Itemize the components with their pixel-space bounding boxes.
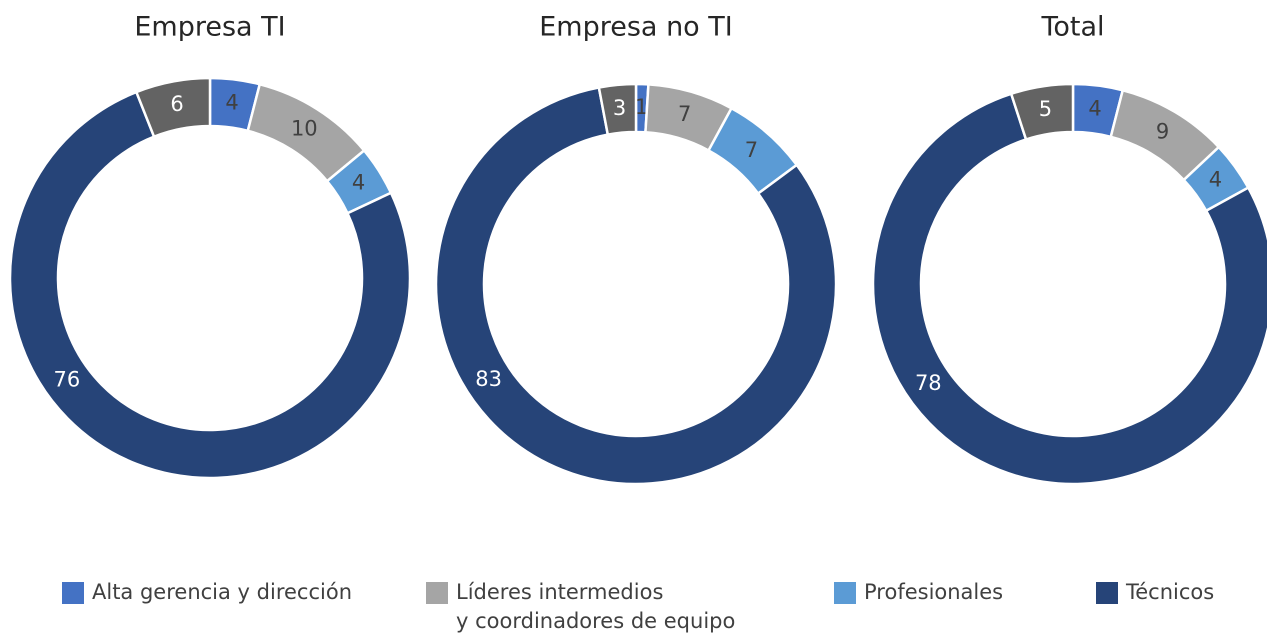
data-label: 83 [475, 367, 502, 391]
data-label: 5 [1039, 97, 1052, 121]
data-label: 4 [1088, 96, 1101, 120]
legend-item: Técnicos [1096, 578, 1214, 607]
legend-label: Profesionales [864, 580, 1004, 604]
chart-title: Empresa no TI [539, 12, 732, 43]
legend-swatch [62, 582, 84, 604]
donut-slice [1009, 82, 1075, 142]
chart-title: Total [1040, 12, 1104, 43]
data-label: 6 [170, 92, 183, 116]
donut-slice [871, 92, 1267, 486]
legend-swatch [426, 582, 448, 604]
legend-swatch [1096, 582, 1118, 604]
data-label: 10 [291, 116, 318, 140]
data-label: 7 [678, 102, 691, 126]
data-label: 78 [915, 371, 942, 395]
donut-slice [434, 86, 838, 486]
legend-label: Alta gerencia y dirección [92, 580, 352, 604]
data-label: 1 [635, 95, 648, 119]
legend-label: Técnicos [1126, 580, 1215, 604]
data-label: 9 [1156, 120, 1169, 144]
donut-slice [134, 76, 212, 139]
data-label: 7 [745, 138, 758, 162]
data-label: 76 [53, 367, 80, 391]
data-label: 4 [352, 171, 365, 195]
data-label: 3 [613, 96, 626, 120]
donut-slice [8, 90, 412, 480]
data-label: 4 [1209, 168, 1222, 192]
chart-title: Empresa TI [134, 12, 285, 43]
legend-item: Alta gerencia y dirección [62, 578, 352, 607]
legend-item: Profesionales [834, 578, 1003, 607]
legend: Alta gerencia y dirección Líderes interme… [0, 578, 1267, 634]
donut-slice [597, 82, 638, 137]
legend-item: Líderes intermedios y coordinadores de e… [426, 578, 735, 634]
data-label: 4 [225, 90, 238, 114]
legend-label: Líderes intermedios y coordinadores de e… [456, 580, 736, 633]
legend-swatch [834, 582, 856, 604]
